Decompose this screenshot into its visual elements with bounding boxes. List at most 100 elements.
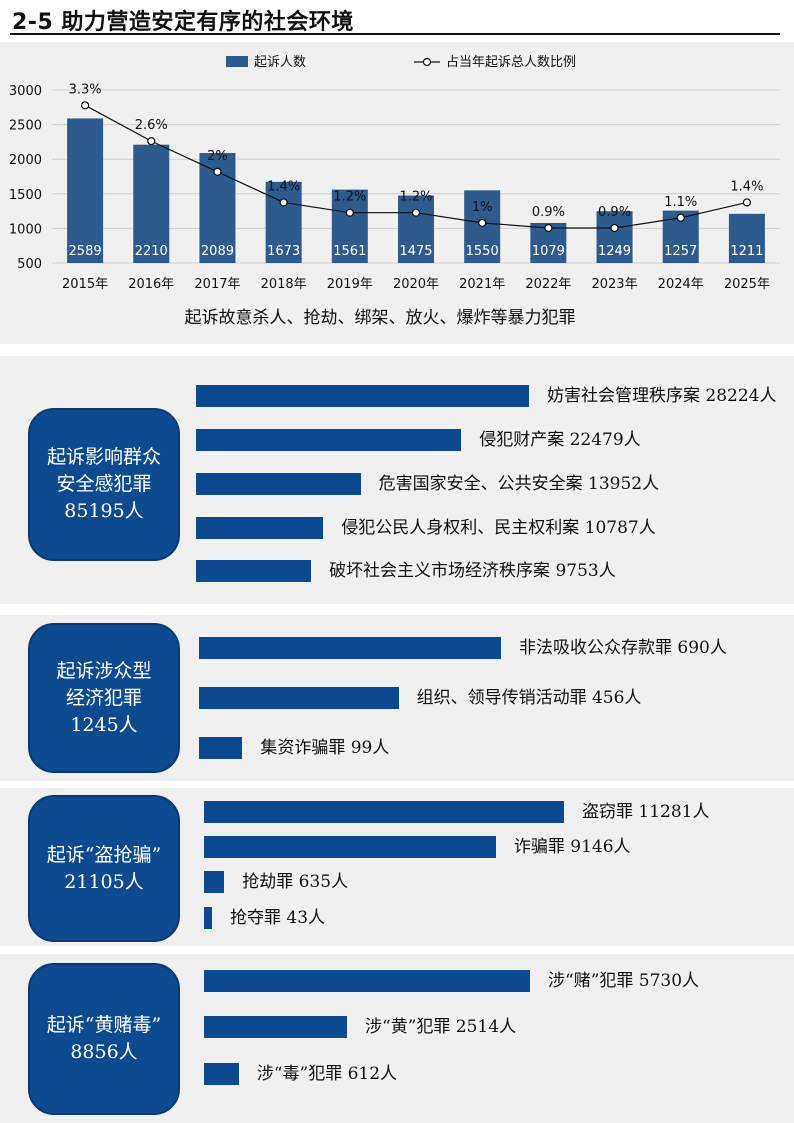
section-badge-line: 起诉“黄赌毒” [46,1014,162,1036]
crime-bar-label: 涉“毒”犯罪 612人 [256,1064,398,1084]
bar-value-label: 1550 [466,244,499,259]
crime-bar-label: 抢劫罪 635人 [242,872,349,892]
crime-bar [204,970,530,992]
crime-bar-label: 侵犯财产案 22479人 [479,430,641,450]
ratio-point [213,167,222,176]
crime-bar [196,429,462,451]
y-tick-label: 1500 [9,188,42,203]
y-tick-label: 2000 [9,153,42,168]
section-badge-line: 起诉“盗抢骗” [46,843,162,866]
bar-value-label: 2589 [69,244,102,259]
ratio-point [610,223,619,233]
ratio-label: 1.2% [399,190,432,205]
crime-bar-label: 诈骗罪 9146人 [513,837,631,857]
ratio-point [411,208,421,217]
ratio-label: 1.1% [664,195,697,210]
crime-bar-label: 涉“黄”犯罪 2514人 [365,1017,517,1037]
x-tick-label: 2016年 [128,277,174,292]
section-badge-line: 经济犯罪 [65,686,142,709]
crime-bar [196,560,312,582]
section-badge-line: 1245人 [70,713,138,736]
x-tick-label: 2018年 [261,277,307,292]
x-tick-label: 2017年 [194,277,240,292]
bar [728,213,765,263]
section-badge-line: 85195人 [64,500,144,522]
legend-swatch-point [422,57,432,67]
section-mass-economic: 起诉涉众型 经济犯罪 1245人 非法吸收公众存款罪 690人 组织、领导传销活动罪 4… [0,615,794,781]
bar-value-label: 2210 [135,244,168,259]
section-porn-gambling-drugs: 起诉“黄赌毒” 8856人 涉“赌”犯罪 5730人涉“黄”犯罪 2514人涉“毒”… [0,954,794,1123]
crime-bar-label: 组织、领导传销活动罪 456人 [416,688,642,708]
section-badge: 起诉涉众型经济犯罪 1245人 [28,623,180,773]
ratio-label: 2% [207,149,228,164]
bar [596,211,633,263]
crime-bar-label: 集资诈骗罪 99人 [260,738,390,758]
bar-value-label: 1079 [532,244,565,259]
bar-value-label: 1249 [598,244,631,259]
crime-bar [199,737,243,759]
bar [133,144,170,263]
ratio-label: 1.4% [730,179,763,194]
bar-value-label: 2089 [201,244,234,259]
bar-value-label: 1211 [730,244,763,259]
ratio-label: 1% [472,200,493,215]
ratio-label: 0.9% [598,205,631,220]
bar-value-label: 1673 [267,244,300,259]
section-badge-line: 安全感犯罪 [56,473,152,495]
ratio-label: 2.6% [135,118,168,133]
x-tick-label: 2015年 [62,277,108,292]
section-badge-line: 8856人 [70,1041,138,1063]
crime-bar-label: 涉“赌”犯罪 5730人 [548,971,700,991]
ratio-label: 1.4% [267,179,300,194]
section-badge: 起诉“盗抢骗” 21105人 [28,795,180,942]
x-tick-label: 2023年 [591,277,637,292]
crime-bar-label: 破坏社会主义市场经济秩序案 9753人 [329,561,616,581]
legend-label-bar: 起诉人数 [254,55,306,70]
section-public-security: 起诉影响群众 安全感犯罪 85195人 妨害社会管理秩序案 28224人侵犯财产案 2… [0,356,794,604]
section-badge-line: 起诉影响群众 [46,446,161,468]
crime-bar-label: 侵犯公民人身权利、民主权利案 10787人 [341,518,656,538]
ratio-point [279,198,288,207]
x-tick-label: 2024年 [658,277,704,292]
x-tick-label: 2021年 [459,277,505,292]
ratio-point [676,213,685,222]
ratio-label: 0.9% [532,205,565,220]
ratio-label: 3.3% [69,82,102,97]
crime-bar [204,871,225,893]
ratio-point [742,198,752,207]
ratio-label: 1.2% [333,190,366,205]
crime-bar [204,1016,348,1038]
crime-bar [204,1063,239,1085]
chart-caption: 起诉故意杀人、抢劫、绑架、放火、爆炸等暴力犯罪 [185,308,576,328]
ratio-point [345,208,354,217]
bar [331,189,368,263]
ratio-point [147,137,156,146]
y-tick-label: 500 [17,257,42,272]
crime-bar [196,385,529,407]
bar [67,118,104,264]
x-tick-label: 2020年 [393,277,439,292]
x-tick-label: 2019年 [327,277,373,292]
bar [398,195,434,263]
y-tick-label: 3000 [9,84,42,99]
section-badge: 起诉“黄赌毒” 8856人 [28,963,180,1115]
section-badge-line: 21105人 [64,870,144,893]
crime-bar-label: 危害国家安全、公共安全案 13952人 [378,474,660,494]
section-badge: 起诉影响群众 安全感犯罪 85195人 [28,408,180,561]
x-tick-label: 2025年 [724,277,770,292]
bar-value-label: 1257 [664,244,697,259]
crime-bar [204,801,564,823]
crime-bar [199,687,399,709]
ratio-point [478,218,487,227]
legend-label-line: 占当年起诉总人数比例 [446,55,576,70]
section-badge-line: 起诉涉众型 [56,659,152,682]
legend-swatch-bar [226,56,248,67]
ratio-point [80,101,90,110]
crime-bar [199,637,501,659]
page-title: 2-5 助力营造安定有序的社会环境 [12,10,354,35]
violent-crime-chart-panel: 500 1000 1500 2000 2500 3000 2589 2210 2089 1673 1… [0,42,794,344]
crime-bar-label: 妨害社会管理秩序案 28224人 [547,386,777,406]
crime-bar [204,836,496,858]
violent-crime-chart: 500 1000 1500 2000 2500 3000 2589 2210 2089 1673 1… [9,55,780,328]
section-theft-robbery-fraud: 起诉“盗抢骗” 21105人 盗窃罪 11281人 诈骗罪 9146人 抢劫罪 635人… [0,788,794,946]
